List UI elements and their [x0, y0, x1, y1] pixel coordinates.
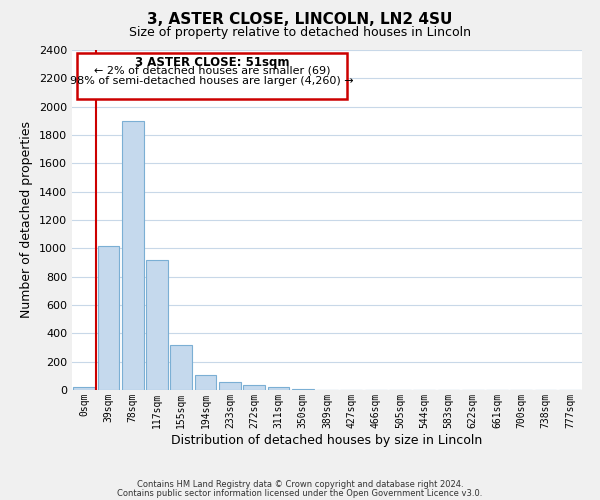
- FancyBboxPatch shape: [77, 54, 347, 100]
- Bar: [243, 385, 265, 390]
- Bar: [170, 344, 192, 390]
- Bar: [122, 121, 143, 390]
- Text: 3, ASTER CLOSE, LINCOLN, LN2 4SU: 3, ASTER CLOSE, LINCOLN, LN2 4SU: [148, 12, 452, 28]
- Bar: [194, 375, 217, 390]
- Text: 98% of semi-detached houses are larger (4,260) →: 98% of semi-detached houses are larger (…: [70, 76, 354, 86]
- Text: 3 ASTER CLOSE: 51sqm: 3 ASTER CLOSE: 51sqm: [135, 56, 290, 69]
- X-axis label: Distribution of detached houses by size in Lincoln: Distribution of detached houses by size …: [172, 434, 482, 446]
- Bar: [97, 246, 119, 390]
- Text: Contains HM Land Registry data © Crown copyright and database right 2024.: Contains HM Land Registry data © Crown c…: [137, 480, 463, 489]
- Bar: [219, 382, 241, 390]
- Bar: [73, 387, 95, 390]
- Bar: [146, 260, 168, 390]
- Text: Contains public sector information licensed under the Open Government Licence v3: Contains public sector information licen…: [118, 488, 482, 498]
- Bar: [268, 387, 289, 390]
- Y-axis label: Number of detached properties: Number of detached properties: [20, 122, 34, 318]
- Text: ← 2% of detached houses are smaller (69): ← 2% of detached houses are smaller (69): [94, 66, 331, 76]
- Text: Size of property relative to detached houses in Lincoln: Size of property relative to detached ho…: [129, 26, 471, 39]
